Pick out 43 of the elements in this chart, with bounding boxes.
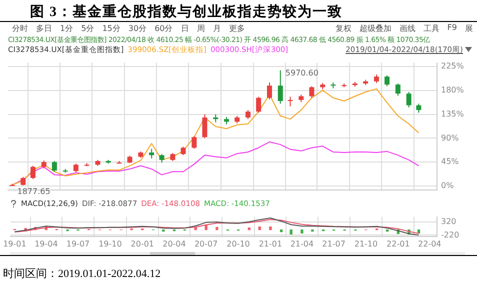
y-tick-label: 320 xyxy=(441,217,456,226)
y-tick-label: 90% xyxy=(441,133,460,142)
text: 1分 xyxy=(59,23,74,34)
x-tick-label: 21-04 xyxy=(290,239,314,248)
x-tick-label: 20-01 xyxy=(130,239,154,248)
x-tick-label: 19-01 xyxy=(3,239,26,248)
text: 60分 xyxy=(154,23,174,34)
text: 30分 xyxy=(127,23,148,34)
text: 多日 xyxy=(35,23,53,34)
chart-title: 图 3：基金重仓股指数与创业板指走势较为一致 xyxy=(30,3,342,21)
x-tick-label: 20-10 xyxy=(226,239,250,248)
y-tick-label: 135% xyxy=(441,109,464,118)
text: 周 xyxy=(196,23,206,34)
annotation: 1877.65 xyxy=(17,187,50,196)
text: 展 xyxy=(464,23,474,34)
x-tick-label: 19-07 xyxy=(66,239,90,248)
text: 月 xyxy=(212,23,222,34)
x-tick-label: 21-07 xyxy=(322,239,346,248)
text: F9 xyxy=(446,23,458,34)
text: 日 xyxy=(180,23,190,34)
text: 工具 xyxy=(422,23,440,34)
x-tick-label: 20-04 xyxy=(162,239,186,248)
x-tick-label: 19-04 xyxy=(34,239,58,248)
x-tick-label: 21-10 xyxy=(354,239,378,248)
text: 分时 xyxy=(11,23,29,34)
text: 时间区间：2019.01.01-2022.04.12 xyxy=(3,267,161,281)
y-tick-label: 225% xyxy=(441,62,464,71)
x-tick-label: 19-10 xyxy=(98,239,122,248)
x-tick-label: 21-01 xyxy=(258,239,282,248)
text: 复权 xyxy=(334,23,352,34)
x-tick-label: 22-04 xyxy=(418,239,442,248)
text: 超级叠加 xyxy=(358,23,392,34)
y-tick-label: 180% xyxy=(441,85,464,94)
y-tick-label: -220 xyxy=(441,230,460,240)
text: 画线 xyxy=(398,23,416,34)
annotation: 5970.60 xyxy=(285,68,318,78)
text: 15分 xyxy=(101,23,122,34)
text: 更多 xyxy=(228,23,246,34)
y-tick-label: 45% xyxy=(441,157,460,166)
y-tick-label: 0% xyxy=(441,181,454,190)
x-tick-label: 22-01 xyxy=(386,239,410,248)
text: 5分 xyxy=(80,23,96,34)
x-tick-label: 20-07 xyxy=(194,239,218,248)
